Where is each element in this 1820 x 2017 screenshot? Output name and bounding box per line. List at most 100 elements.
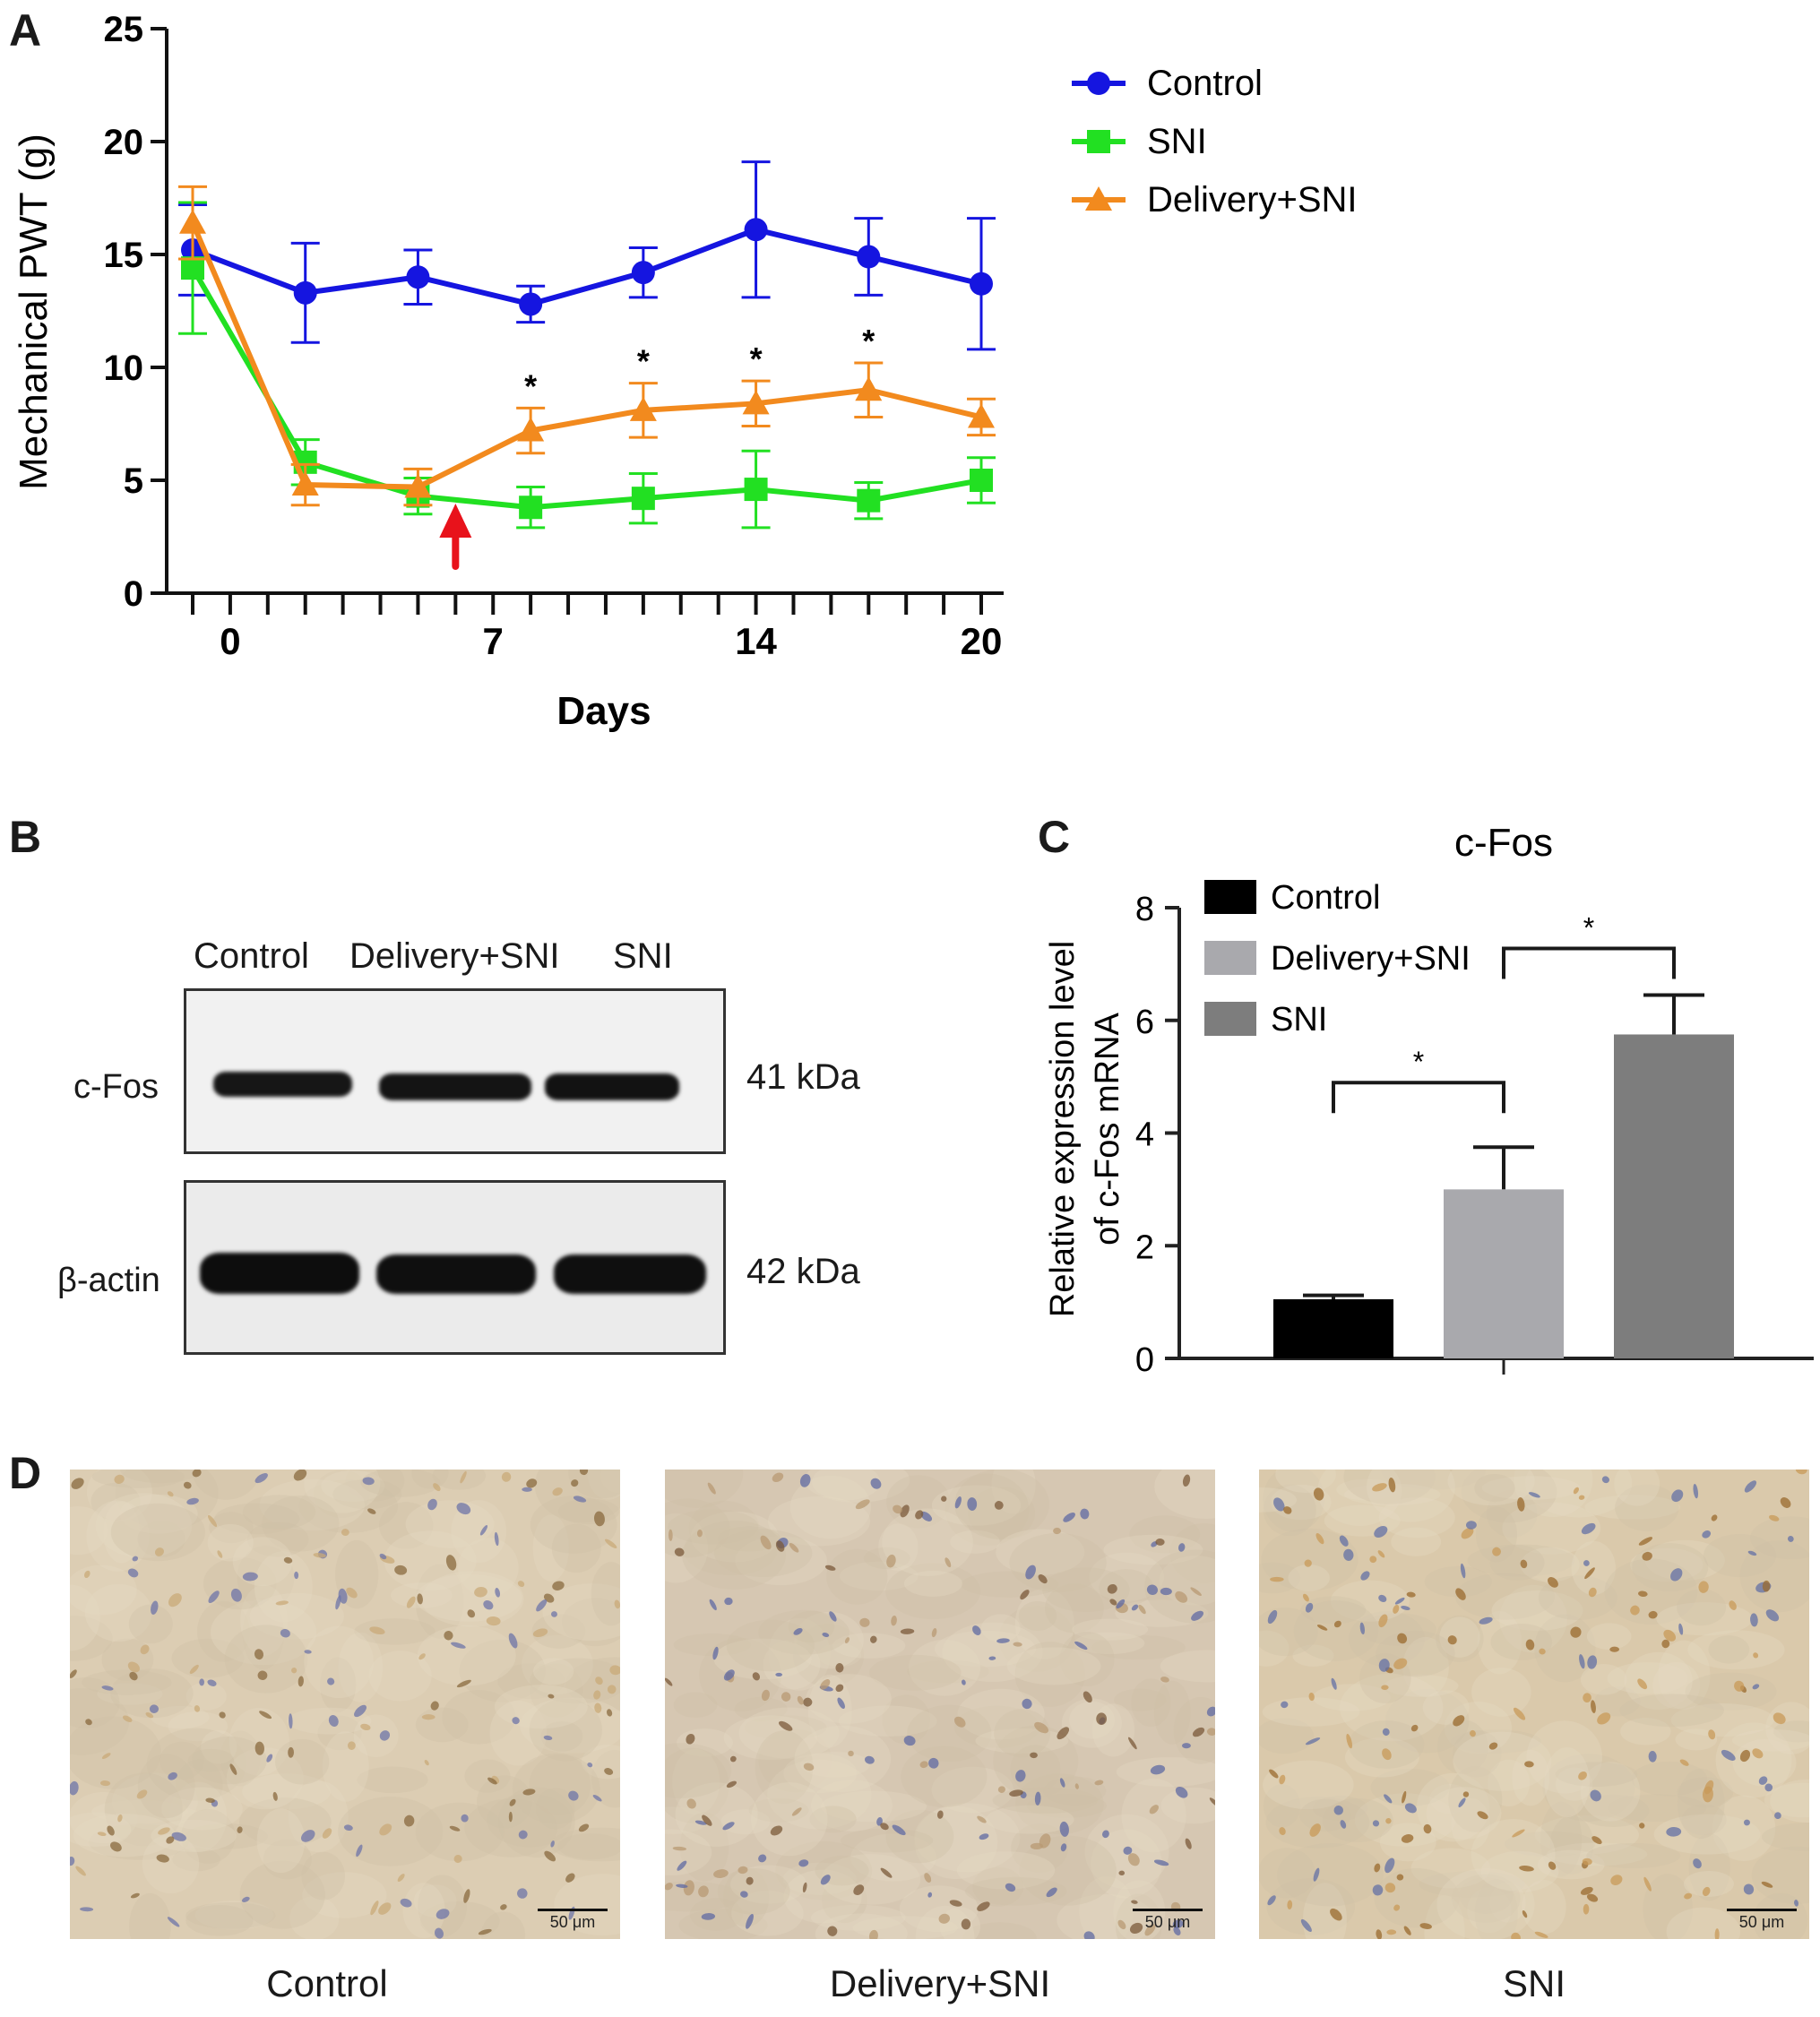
y-axis-title: Mechanical PWT (g)	[12, 134, 56, 490]
cell-nucleus	[1795, 1470, 1807, 1475]
tissue-texture	[1577, 1794, 1650, 1827]
cell-nucleus	[1393, 1658, 1408, 1669]
cell-nucleus	[199, 1678, 204, 1686]
x-tick-label: 20	[961, 620, 1003, 662]
tissue-texture	[1259, 1630, 1290, 1667]
cell-nucleus	[789, 1542, 799, 1553]
cell-nucleus	[864, 1755, 875, 1764]
cell-nucleus	[1053, 1527, 1061, 1535]
cell-nucleus	[900, 1628, 915, 1634]
cell-nucleus	[434, 1927, 444, 1939]
x-tick-label: 7	[483, 620, 504, 662]
tissue-texture	[1169, 1522, 1215, 1584]
tissue-texture	[668, 1509, 759, 1545]
cell-nucleus	[127, 1568, 139, 1578]
cell-nucleus	[1693, 1858, 1702, 1869]
cell-nucleus	[266, 1754, 273, 1763]
cell-nucleus	[552, 1487, 563, 1496]
cell-nucleus	[683, 1880, 694, 1896]
tissue-texture	[1263, 1784, 1301, 1828]
cell-nucleus	[1372, 1820, 1380, 1827]
cell-nucleus	[186, 1497, 199, 1505]
cell-nucleus	[1057, 1727, 1070, 1740]
cell-nucleus	[1590, 1789, 1601, 1802]
tissue-texture	[97, 1683, 163, 1705]
cell-nucleus	[1378, 1659, 1390, 1672]
data-point	[631, 487, 655, 511]
tissue-texture	[1471, 1668, 1531, 1717]
wb-band-actin-sni	[554, 1254, 706, 1294]
tissue-texture	[1750, 1516, 1809, 1560]
bar-chart-cfos-mrna: c-Fos 0 2 4 6 8 Relative expression level of c-…	[1044, 821, 1814, 1379]
tissue-texture	[192, 1470, 261, 1500]
cell-nucleus	[848, 1750, 854, 1757]
tissue-texture	[1586, 1623, 1632, 1651]
y-tick-label: 20	[104, 123, 144, 162]
tissue-texture	[464, 1798, 558, 1858]
panel-label-b: B	[9, 812, 42, 862]
cell-nucleus	[1025, 1564, 1036, 1580]
wb-blot-cfos	[184, 988, 726, 1154]
micrograph-delivery-sni: 50 μm	[665, 1470, 1215, 1939]
tissue-texture	[807, 1674, 852, 1748]
cell-nucleus	[686, 1798, 696, 1809]
cell-nucleus	[1360, 1571, 1370, 1581]
y-tick-label: 6	[1135, 1004, 1154, 1041]
cell-nucleus	[378, 1902, 392, 1915]
tissue-texture	[103, 1501, 141, 1564]
tissue-texture	[1343, 1483, 1441, 1505]
cell-nucleus	[880, 1867, 893, 1878]
cell-nucleus	[75, 1866, 86, 1876]
tissue-texture	[1292, 1644, 1334, 1667]
tissue-texture	[1677, 1589, 1727, 1626]
cell-nucleus	[1396, 1874, 1404, 1881]
tissue-texture	[242, 1773, 332, 1810]
tissue-texture	[110, 1668, 194, 1719]
bar-delivery-sni	[1444, 1189, 1564, 1358]
cell-nucleus	[1116, 1599, 1126, 1609]
cell-nucleus	[1269, 1769, 1279, 1779]
tissue-texture	[1761, 1823, 1809, 1851]
tissue-texture	[809, 1806, 857, 1833]
tissue-texture	[1444, 1702, 1513, 1754]
cell-nucleus	[1769, 1514, 1780, 1521]
data-point	[404, 473, 432, 498]
cell-nucleus	[761, 1689, 770, 1702]
wb-lane-control: Control	[194, 936, 309, 976]
tissue-texture	[1103, 1534, 1203, 1565]
cell-nucleus	[1702, 1530, 1712, 1539]
tissue-texture	[1580, 1762, 1641, 1822]
tissue-texture	[1339, 1673, 1444, 1742]
tissue-texture	[1739, 1540, 1809, 1613]
cell-nucleus	[1063, 1513, 1075, 1522]
cell-nucleus	[1385, 1817, 1392, 1824]
cell-nucleus	[737, 1866, 748, 1875]
cell-nucleus	[400, 1898, 412, 1908]
tissue-texture	[1416, 1772, 1490, 1842]
cell-nucleus	[1083, 1931, 1095, 1939]
tissue-texture	[1072, 1618, 1149, 1641]
cell-nucleus	[977, 1901, 990, 1911]
cell-nucleus	[1522, 1910, 1528, 1918]
cell-nucleus	[1578, 1495, 1585, 1500]
tissue-texture	[532, 1514, 569, 1582]
tissue-texture	[1422, 1690, 1470, 1725]
cell-nucleus	[1267, 1609, 1278, 1625]
cell-nucleus	[609, 1665, 620, 1676]
tissue-texture	[335, 1539, 379, 1609]
tissue-texture	[224, 1625, 308, 1694]
cell-nucleus	[1539, 1648, 1546, 1655]
cell-nucleus	[941, 1496, 947, 1502]
tissue-texture	[1009, 1533, 1107, 1593]
tissue-texture	[1391, 1527, 1442, 1556]
tissue-texture	[901, 1745, 988, 1807]
cell-nucleus	[770, 1825, 783, 1836]
tissue-texture	[975, 1728, 1069, 1754]
cell-nucleus	[1109, 1599, 1117, 1606]
cell-nucleus	[1580, 1886, 1593, 1895]
cell-nucleus	[229, 1763, 237, 1775]
tissue-texture	[591, 1562, 620, 1626]
tissue-texture	[1685, 1672, 1777, 1711]
tissue-texture	[1658, 1640, 1711, 1711]
cell-nucleus	[237, 1826, 243, 1833]
